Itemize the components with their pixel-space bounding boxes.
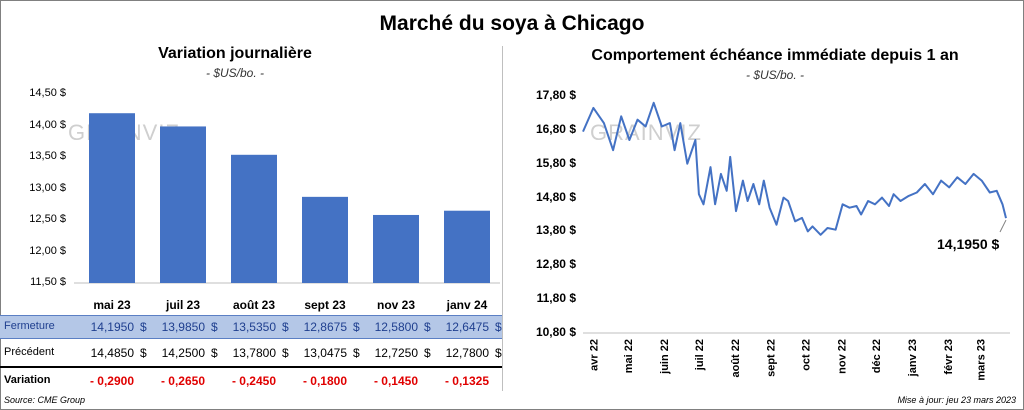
dollar-sign: $	[495, 320, 502, 334]
precedent-value: 12,7800	[445, 346, 489, 360]
fermeture-row: Fermeture 14,1950 $13,9850 $13,5350 $12,867…	[0, 315, 502, 339]
left-chart-title: Variation journalière	[158, 45, 312, 62]
dollar-sign: $	[211, 320, 218, 334]
dollar-sign: $	[140, 346, 147, 360]
fermeture-value: 14,1950	[90, 320, 134, 334]
update-note: Mise à jour: jeu 23 mars 2023	[897, 395, 1016, 405]
left-chart-unit: - $US/bo. -	[205, 66, 265, 80]
x-category-label: juil 23	[165, 298, 200, 312]
x-tick-label: mai 22	[623, 339, 635, 373]
right-chart-unit: - $US/bo. -	[745, 68, 805, 82]
x-category-label: sept 23	[304, 298, 346, 312]
y-tick-label: 13,80 $	[535, 223, 576, 238]
variation-value: - 0,1450	[373, 374, 418, 388]
y-tick-label: 14,80 $	[535, 189, 576, 204]
bar-juil-23	[160, 126, 206, 283]
precedent-value: 14,4850	[90, 346, 134, 360]
variation-value: - 0,2450	[231, 374, 276, 388]
x-tick-label: déc 22	[871, 339, 883, 373]
y-tick-label: 12,00 $	[29, 244, 66, 257]
dollar-sign: $	[282, 320, 289, 334]
x-category-label: janv 24	[446, 298, 488, 312]
fermeture-label: Fermeture	[4, 320, 55, 332]
x-tick-label: avr 22	[588, 339, 600, 371]
x-tick-label: juin 22	[659, 339, 671, 375]
y-tick-label: 14,50 $	[29, 87, 66, 99]
x-tick-label: janv 23	[907, 339, 919, 377]
dollar-sign: $	[353, 320, 360, 334]
dollar-sign: $	[424, 346, 431, 360]
bar-sept-23	[302, 196, 348, 283]
dollar-sign: $	[424, 320, 431, 334]
precedent-value: 14,2500	[161, 346, 205, 360]
x-tick-label: août 22	[730, 339, 742, 378]
source-note: Source: CME Group	[4, 395, 86, 405]
precedent-row: Précédent 14,4850 $14,2500 $13,7800 $13,047…	[0, 342, 502, 364]
y-tick-label: 11,80 $	[536, 291, 576, 306]
y-tick-label: 14,00 $	[29, 118, 66, 131]
x-category-label: mai 23	[93, 298, 131, 312]
dollar-sign: $	[211, 346, 218, 360]
y-tick-label: 16,80 $	[535, 121, 576, 136]
precedent-label: Précédent	[4, 346, 55, 358]
main-title: Marché du soya à Chicago	[379, 12, 645, 35]
dollar-sign: $	[495, 346, 502, 360]
dollar-sign: $	[140, 320, 147, 334]
variation-value: - 0,2900	[89, 374, 134, 388]
x-tick-label: sept 22	[766, 339, 778, 377]
x-category-label: août 23	[232, 298, 275, 312]
y-tick-label: 13,00 $	[29, 181, 66, 194]
bar-nov-23	[373, 214, 419, 283]
fermeture-value: 13,5350	[232, 320, 276, 334]
fermeture-value: 12,8675	[303, 320, 347, 334]
x-tick-label: juil 22	[694, 339, 706, 371]
bar-janv-24	[444, 210, 490, 283]
x-tick-label: févr 23	[943, 339, 955, 374]
variation-label: Variation	[4, 374, 51, 386]
precedent-value: 12,7250	[374, 346, 418, 360]
dollar-sign: $	[353, 346, 360, 360]
y-tick-label: 13,50 $	[29, 150, 66, 162]
x-tick-label: nov 22	[836, 339, 848, 374]
precedent-value: 13,7800	[232, 346, 276, 360]
y-tick-label: 17,80 $	[535, 88, 576, 102]
fermeture-value: 12,5800	[374, 320, 418, 334]
y-tick-label: 11,50 $	[30, 276, 66, 288]
x-tick-label: mars 23	[976, 339, 988, 381]
variation-value: - 0,2650	[160, 374, 205, 388]
y-tick-label: 15,80 $	[535, 155, 576, 170]
y-tick-label: 12,80 $	[535, 257, 576, 272]
callout-leader	[999, 219, 1007, 233]
last-value-label: 14,1950 $	[937, 236, 1000, 252]
variation-value: - 0,1800	[302, 374, 347, 388]
table-divider	[0, 366, 502, 368]
x-category-label: nov 23	[376, 298, 415, 312]
dollar-sign: $	[282, 346, 289, 360]
y-tick-label: 12,50 $	[29, 213, 66, 225]
variation-value: - 0,1325	[444, 374, 489, 388]
bar-août-23	[231, 154, 277, 283]
right-chart-title: Comportement échéance immédiate depuis 1…	[591, 47, 959, 64]
variation-row: Variation - 0,2900 - 0,2650 - 0,2450 - 0,18…	[0, 370, 502, 392]
bar-mai-23	[89, 113, 135, 283]
fermeture-value: 12,6475	[445, 320, 489, 334]
x-tick-label: oct 22	[801, 339, 813, 371]
y-tick-label: 10,80 $	[535, 325, 576, 339]
price-line	[582, 101, 1007, 236]
panel-divider	[502, 46, 503, 391]
precedent-value: 13,0475	[303, 346, 347, 360]
fermeture-value: 13,9850	[161, 320, 205, 334]
